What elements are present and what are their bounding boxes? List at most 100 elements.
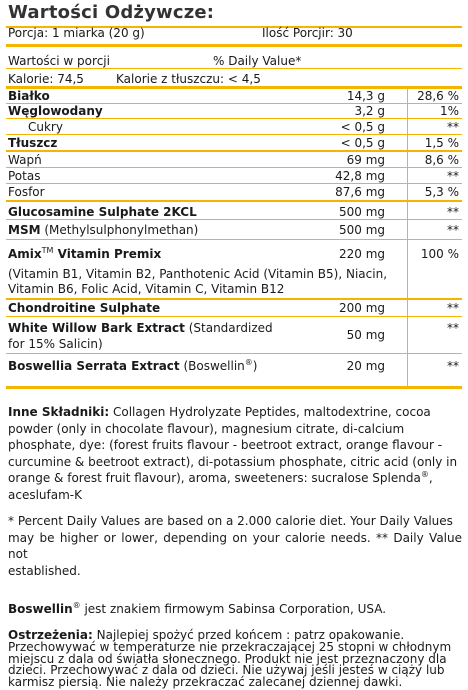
- nutrient-name: Potas: [8, 169, 41, 183]
- registered-mark: ®: [72, 601, 81, 610]
- registered-mark: ®: [244, 358, 253, 367]
- nutrient-name: White Willow Bark Extract: [8, 321, 185, 335]
- nutrient-dv: 5,3 %: [424, 185, 459, 199]
- nutrient-amount: 200 mg: [338, 301, 385, 315]
- divider: [6, 26, 462, 28]
- trademark-mark: TM: [41, 246, 54, 255]
- nutrient-name: Chondroitine Sulphate: [8, 301, 161, 315]
- nutrient-name: Węglowodany: [8, 104, 103, 118]
- ingredients-text: ,: [428, 471, 433, 485]
- divider: [6, 134, 462, 135]
- premix-detail: Vitamin B6, Folic Acid, Vitamin C, Vitam…: [8, 282, 285, 296]
- divider: [6, 167, 462, 168]
- calories-from-fat: Kalorie z tłuszczu: < 4,5: [116, 72, 261, 86]
- nutrient-name-suffix: Vitamin Premix: [53, 247, 162, 261]
- divider: [6, 298, 462, 300]
- warning-text: dzieci. Przechowywać z dala od dzieci. N…: [8, 663, 445, 678]
- nutrient-amount: 42,8 mg: [335, 169, 385, 183]
- warning-text: Najlepiej spożyć przed końcem : patrz op…: [92, 628, 405, 642]
- footnote-text: established.: [8, 563, 81, 578]
- ingredients-text: orange & forest fruit flavour), aroma, s…: [8, 471, 421, 485]
- nutrient-dv: **: [447, 223, 459, 237]
- ingredients-label: Inne Składniki:: [8, 405, 110, 419]
- warning-label: Ostrzeżenia:: [8, 628, 93, 642]
- divider: [6, 103, 462, 104]
- warning-text: karmisz piersią. Nie należy przekraczać …: [8, 675, 403, 690]
- nutrient-dv: 1,5 %: [424, 136, 459, 150]
- nutrient-amount: 500 mg: [338, 205, 385, 219]
- nutrient-amount: 500 mg: [338, 223, 385, 237]
- nutrient-dv: **: [447, 120, 459, 134]
- nutrient-subname: (Methylsulphonylmethan): [44, 223, 199, 237]
- trademark-brand: Boswellin: [8, 602, 73, 616]
- ingredients-text: Collagen Hydrolyzate Peptides, maltodext…: [109, 405, 431, 419]
- divider: [6, 200, 462, 202]
- nutrient-amount: < 0,5 g: [340, 120, 385, 134]
- divider: [6, 353, 462, 354]
- nutrient-dv: 1%: [439, 104, 459, 118]
- nutrition-table: Wartości Odżywcze: Porcja: 1 miarka (20 …: [3, 0, 463, 389]
- warning-text: Przechowywać w temperaturze nie przekrac…: [8, 639, 452, 654]
- nutrient-dv: **: [447, 301, 459, 315]
- ingredients-section: Inne Składniki: Collagen Hydrolyzate Pep…: [8, 404, 462, 503]
- divider: [6, 386, 462, 389]
- ingredients-text: curcumine & beetroot extract), di-potass…: [8, 454, 458, 469]
- nutrient-amount: 14,3 g: [346, 89, 385, 103]
- ingredients-text: aceslufam-K: [8, 487, 82, 502]
- warning-section: Ostrzeżenia: Najlepiej spożyć przed końc…: [8, 628, 462, 690]
- nutrient-amount: < 0,5 g: [340, 136, 385, 150]
- nutrient-subname: (Boswellin: [179, 359, 245, 373]
- nutrient-name: Cukry: [28, 120, 63, 134]
- nutrient-name: Boswellia Serrata Extract: [8, 359, 180, 373]
- divider: [6, 150, 462, 152]
- nutrient-subname: (Standardized: [188, 321, 273, 335]
- nutrient-amount: 220 mg: [338, 247, 385, 261]
- premix-detail: (Vitamin B1, Vitamin B2, Panthotenic Aci…: [8, 267, 388, 281]
- nutrient-name: Fosfor: [8, 185, 45, 199]
- trademark-section: Boswellin® jest znakiem firmowym Sabinsa…: [8, 601, 462, 618]
- nutrient-dv: 8,6 %: [424, 153, 459, 167]
- nutrient-subname-close: ): [252, 359, 258, 373]
- nutrient-amount: 87,6 mg: [335, 185, 385, 199]
- nutrient-name: Białko: [8, 89, 50, 103]
- nutrient-name: Wapń: [8, 153, 42, 167]
- nutrient-dv: 100 %: [420, 247, 459, 261]
- divider: [6, 316, 462, 317]
- table-title: Wartości Odżywcze:: [8, 2, 215, 23]
- footnote-text: * Percent Daily Values are based on a 2.…: [8, 514, 453, 528]
- divider: [6, 183, 462, 184]
- divider: [6, 44, 462, 47]
- trademark-text: jest znakiem firmowym Sabinsa Corporatio…: [80, 602, 387, 616]
- nutrient-amount: 50 mg: [346, 328, 385, 342]
- serving-size: Porcja: 1 miarka (20 g): [8, 26, 145, 40]
- nutrient-dv: 28,6 %: [417, 89, 459, 103]
- footnote-text: may be higher or lower, depending on you…: [8, 530, 462, 562]
- registered-mark: ®: [420, 470, 429, 479]
- nutrient-name: Amix: [8, 247, 42, 261]
- nutrient-dv: **: [447, 169, 459, 183]
- daily-value-header: % Daily Value*: [213, 54, 302, 68]
- nutrient-dv: **: [447, 205, 459, 219]
- nutrient-dv: **: [447, 321, 459, 335]
- servings-per-container: Ilość Porcjir: 30: [262, 26, 353, 40]
- nutrient-name: Glucosamine Sulphate 2KCL: [8, 205, 197, 219]
- nutrient-amount: 69 mg: [346, 153, 385, 167]
- footnote-section: * Percent Daily Values are based on a 2.…: [8, 513, 462, 579]
- nutrient-amount: 20 mg: [346, 359, 385, 373]
- warning-text: miejscu z dala od światła słonecznego. P…: [8, 651, 447, 666]
- calories: Kalorie: 74,5: [8, 72, 84, 86]
- amount-per-serving-header: Wartości w porcji: [8, 54, 110, 68]
- divider: [6, 118, 462, 119]
- divider: [6, 239, 462, 240]
- divider: [6, 86, 462, 89]
- nutrient-dv: **: [447, 359, 459, 373]
- nutrient-name: MSM: [8, 223, 41, 237]
- willow-detail: for 15% Salicin): [8, 337, 103, 351]
- nutrient-amount: 3,2 g: [354, 104, 385, 118]
- nutrient-name: Tłuszcz: [8, 136, 58, 150]
- divider: [6, 68, 462, 69]
- divider: [6, 219, 462, 220]
- ingredients-text: phosphate, dye: (forest fruits flavour -…: [8, 438, 443, 452]
- ingredients-text: powder (only in chocolate flavour), magn…: [8, 421, 405, 436]
